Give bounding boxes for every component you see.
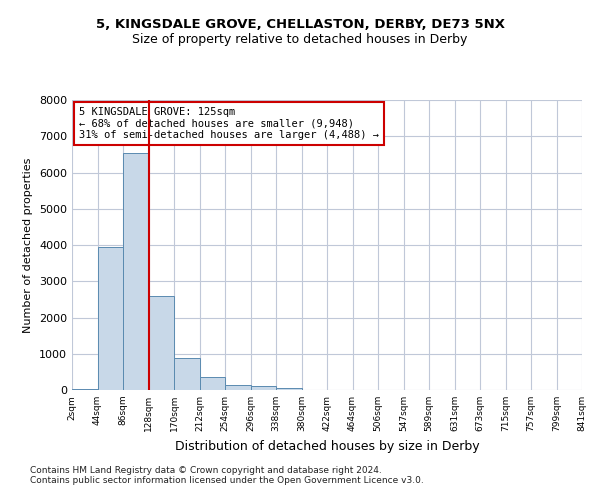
Bar — [225, 386, 251, 390]
Bar — [276, 388, 302, 390]
Bar — [199, 378, 225, 390]
Bar — [174, 358, 199, 390]
Bar — [251, 386, 276, 390]
Text: Size of property relative to detached houses in Derby: Size of property relative to detached ho… — [133, 32, 467, 46]
Text: 5 KINGSDALE GROVE: 125sqm
← 68% of detached houses are smaller (9,948)
31% of se: 5 KINGSDALE GROVE: 125sqm ← 68% of detac… — [79, 107, 379, 140]
Y-axis label: Number of detached properties: Number of detached properties — [23, 158, 34, 332]
X-axis label: Distribution of detached houses by size in Derby: Distribution of detached houses by size … — [175, 440, 479, 452]
Bar — [97, 247, 123, 390]
Bar — [72, 389, 97, 390]
Bar — [123, 152, 149, 390]
Text: Contains HM Land Registry data © Crown copyright and database right 2024.
Contai: Contains HM Land Registry data © Crown c… — [30, 466, 424, 485]
Text: 5, KINGSDALE GROVE, CHELLASTON, DERBY, DE73 5NX: 5, KINGSDALE GROVE, CHELLASTON, DERBY, D… — [95, 18, 505, 30]
Bar — [149, 296, 174, 390]
